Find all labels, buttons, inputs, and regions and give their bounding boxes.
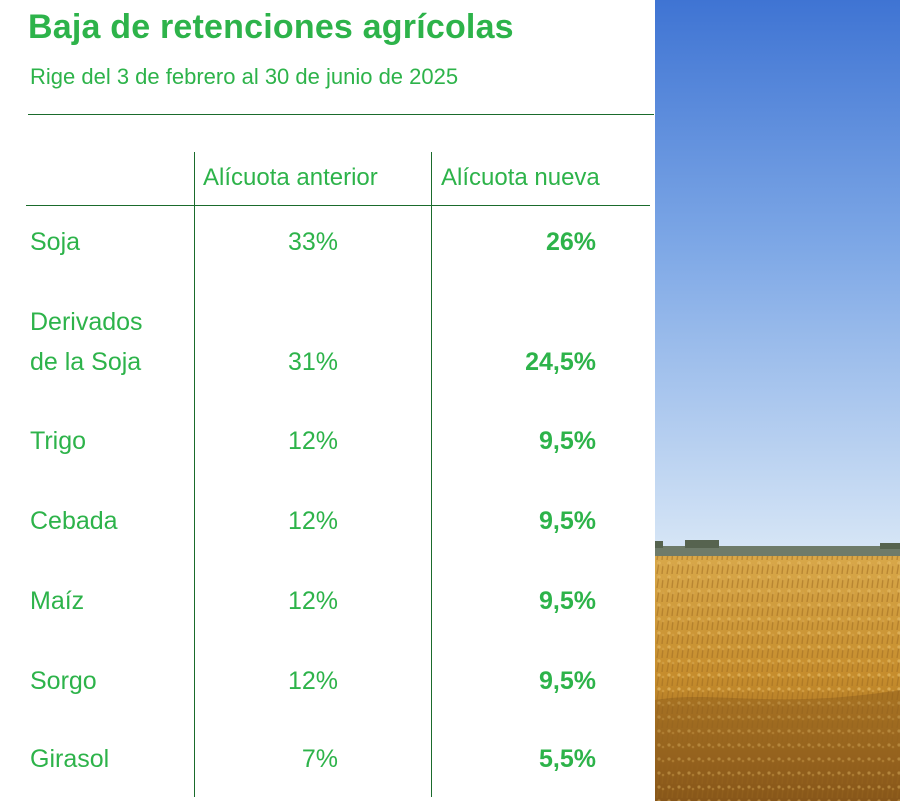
new-rate: 9,5% (539, 507, 596, 535)
previous-rate: 12% (287, 667, 338, 695)
column-header-alicuota-nueva: Alícuota nueva (441, 164, 600, 191)
row-label: Trigo (30, 427, 87, 455)
header-divider (26, 205, 650, 206)
row-label: Cebada (30, 507, 118, 535)
previous-rate: 7% (301, 745, 338, 773)
column-divider-1 (194, 152, 195, 797)
page-title: Baja de retenciones agrícolas (28, 8, 514, 46)
row-label-line-1: Derivados (30, 308, 143, 336)
row-label-line-2: de la Soja (30, 348, 142, 376)
column-divider-2 (431, 152, 432, 797)
previous-rate: 12% (287, 507, 338, 535)
column-header-alicuota-anterior: Alícuota anterior (203, 164, 378, 191)
retenciones-table-panel: Baja de retenciones agrícolas Rige del 3… (26, 8, 654, 797)
previous-rate: 12% (287, 587, 338, 615)
wheat-field-photo (655, 0, 900, 801)
page-subtitle: Rige del 3 de febrero al 30 de junio de … (30, 64, 459, 89)
row-label: Maíz (30, 587, 85, 615)
previous-rate: 31% (287, 348, 338, 376)
new-rate: 24,5% (525, 348, 596, 376)
previous-rate: 33% (287, 228, 338, 256)
row-label: Soja (30, 228, 81, 256)
new-rate: 26% (545, 228, 596, 256)
new-rate: 5,5% (539, 745, 596, 773)
title-divider (28, 114, 654, 115)
new-rate: 9,5% (539, 667, 596, 695)
previous-rate: 12% (287, 427, 338, 455)
new-rate: 9,5% (539, 587, 596, 615)
row-label: Girasol (30, 745, 110, 773)
row-label: Sorgo (30, 667, 97, 695)
new-rate: 9,5% (539, 427, 596, 455)
